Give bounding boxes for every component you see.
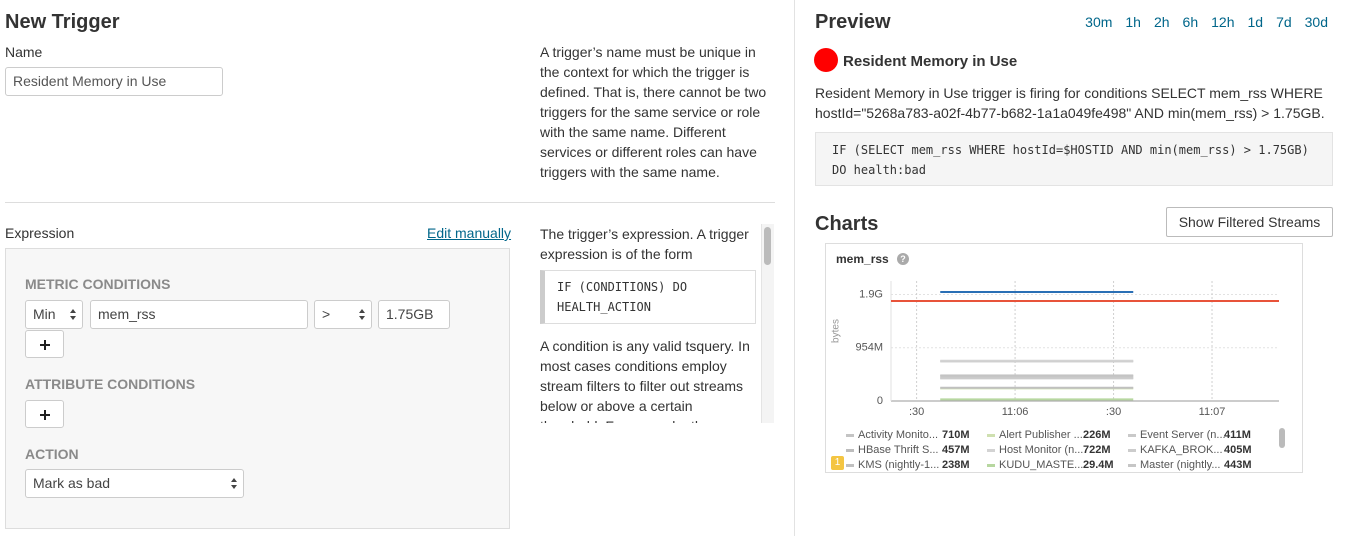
- legend-value: 405M: [1224, 444, 1252, 456]
- legend-item[interactable]: Host Monitor (n...722M: [987, 444, 1111, 456]
- legend-name: HBase Thrift S...: [858, 444, 939, 456]
- metric-input[interactable]: mem_rss: [90, 300, 308, 329]
- time-range[interactable]: 30m: [1085, 14, 1113, 30]
- legend-item[interactable]: KUDU_MASTE...29.4M: [987, 459, 1114, 471]
- legend-value: 443M: [1224, 459, 1252, 471]
- show-filtered-streams-button[interactable]: Show Filtered Streams: [1166, 207, 1333, 237]
- scrollbar[interactable]: [761, 224, 774, 423]
- threshold-input[interactable]: 1.75GB: [378, 300, 450, 329]
- legend-swatch: [987, 448, 995, 452]
- legend-value: 722M: [1083, 444, 1111, 456]
- y-tick-label: 1.9G: [859, 288, 883, 300]
- name-help: A trigger’s name must be unique in the c…: [540, 44, 767, 180]
- legend-scroll-thumb[interactable]: [1279, 428, 1285, 448]
- name-label: Name: [5, 44, 43, 60]
- legend-value: 29.4M: [1083, 459, 1114, 471]
- legend-item[interactable]: KAFKA_BROK...405M: [1128, 444, 1252, 456]
- legend-item[interactable]: Master (nightly... 443M: [1128, 459, 1252, 471]
- time-range[interactable]: 6h: [1182, 14, 1199, 30]
- legend-name: KMS (nightly-1...: [858, 459, 940, 471]
- status-dot: [814, 48, 838, 72]
- trigger-name: Resident Memory in Use: [843, 53, 1018, 70]
- time-range[interactable]: 12h: [1211, 14, 1235, 30]
- legend-value: 238M: [942, 459, 970, 471]
- legend-swatch: [1128, 463, 1136, 467]
- trigger-code: IF (SELECT mem_rss WHERE hostId=$HOSTID …: [815, 132, 1333, 186]
- legend-name: KUDU_MASTE...: [999, 459, 1084, 471]
- chart-card: mem_rss ? bytes 0 954M 1.9G :30 11:06 :30 11:07…: [825, 243, 1303, 473]
- charts-title: Charts: [815, 213, 879, 235]
- x-tick-label: :30: [1106, 406, 1121, 418]
- legend-swatch: [846, 448, 854, 452]
- expression-help: The trigger’s expression. A trigger expr…: [540, 224, 756, 423]
- y-axis-label: bytes: [831, 319, 842, 343]
- x-tick-label: :30: [909, 406, 924, 418]
- legend-swatch: [987, 433, 995, 437]
- chart-title: mem_rss: [836, 252, 889, 266]
- editor-title: New Trigger: [5, 11, 120, 33]
- legend-item[interactable]: KMS (nightly-1... 238M: [846, 459, 970, 471]
- legend-value: 226M: [1083, 429, 1111, 441]
- vertical-divider: [794, 0, 795, 536]
- time-range[interactable]: 1d: [1247, 14, 1264, 30]
- time-range[interactable]: 30d: [1304, 14, 1328, 30]
- name-input[interactable]: Resident Memory in Use: [5, 67, 223, 96]
- legend-swatch: [846, 433, 854, 437]
- action-select[interactable]: Mark as bad: [25, 469, 244, 498]
- add-attribute-button[interactable]: [25, 400, 64, 428]
- time-range-list: 30m 1h 2h 6h 12h 1d 7d 30d: [1085, 14, 1328, 30]
- legend-name: KAFKA_BROK...: [1140, 444, 1223, 456]
- expression-label: Expression: [5, 225, 75, 241]
- expression-help-text: A condition is any valid tsquery. In mos…: [540, 338, 750, 423]
- time-range[interactable]: 2h: [1153, 14, 1170, 30]
- legend-name: Master (nightly...: [1140, 459, 1221, 471]
- legend-value: 411M: [1224, 429, 1251, 441]
- expression-help-code: IF (CONDITIONS) DO HEALTH_ACTION: [540, 270, 756, 324]
- edit-manually-link[interactable]: Edit manually: [427, 225, 512, 241]
- y-tick-label: 0: [877, 395, 883, 407]
- action-label: ACTION: [25, 446, 79, 462]
- legend-value: 710M: [942, 429, 970, 441]
- x-tick-label: 11:07: [1199, 406, 1226, 418]
- add-metric-button[interactable]: [25, 330, 64, 358]
- chart-plot: bytes 0 954M 1.9G :30 11:06 :30 11:07: [831, 281, 1279, 418]
- expression-help-text: The trigger’s expression. A trigger expr…: [540, 226, 749, 262]
- operator-select[interactable]: >: [314, 300, 372, 329]
- time-range[interactable]: 7d: [1276, 14, 1292, 30]
- help-icon[interactable]: ?: [897, 253, 909, 265]
- legend: Activity Monito... 710M Alert Publisher ..…: [826, 424, 1302, 472]
- attribute-conditions-label: ATTRIBUTE CONDITIONS: [25, 376, 196, 392]
- metric-conditions-label: METRIC CONDITIONS: [25, 276, 171, 292]
- legend-name: Event Server (n...: [1140, 429, 1226, 441]
- preview-title: Preview: [815, 11, 891, 33]
- legend-swatch: [987, 463, 995, 467]
- legend-item[interactable]: Event Server (n...411M: [1128, 429, 1251, 441]
- legend-swatch: [846, 463, 854, 467]
- aggregate-select[interactable]: Min: [25, 300, 83, 329]
- legend-item[interactable]: Activity Monito... 710M: [846, 429, 970, 441]
- legend-value: 457M: [942, 444, 970, 456]
- legend-name: Alert Publisher ...: [999, 429, 1083, 441]
- scroll-thumb[interactable]: [764, 227, 771, 265]
- legend-page[interactable]: 1: [831, 456, 844, 470]
- legend-item[interactable]: Alert Publisher ...226M: [987, 429, 1111, 441]
- legend-name: Host Monitor (n...: [999, 444, 1084, 456]
- legend-name: Activity Monito...: [858, 429, 939, 441]
- time-range[interactable]: 1h: [1125, 14, 1141, 30]
- x-tick-label: 11:06: [1002, 406, 1029, 418]
- y-tick-label: 954M: [855, 342, 883, 354]
- legend-swatch: [1128, 448, 1136, 452]
- trigger-description: Resident Memory in Use trigger is firing…: [815, 85, 1325, 121]
- legend-item[interactable]: HBase Thrift S... 457M: [846, 444, 970, 456]
- divider: [5, 202, 775, 203]
- legend-swatch: [1128, 433, 1136, 437]
